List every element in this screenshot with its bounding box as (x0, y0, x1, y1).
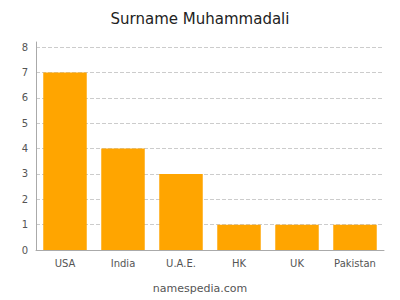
svg-text:namespedia.com: namespedia.com (153, 282, 247, 295)
svg-text:Surname Muhammadali: Surname Muhammadali (111, 10, 290, 28)
svg-text:U.A.E.: U.A.E. (166, 258, 196, 269)
svg-text:4: 4 (22, 143, 28, 154)
svg-text:2: 2 (22, 194, 28, 205)
svg-text:HK: HK (232, 258, 247, 269)
svg-text:5: 5 (22, 118, 28, 129)
svg-text:USA: USA (55, 258, 76, 269)
svg-text:UK: UK (290, 258, 304, 269)
svg-text:8: 8 (22, 42, 28, 53)
svg-text:3: 3 (22, 168, 28, 179)
svg-text:0: 0 (22, 245, 28, 256)
svg-text:1: 1 (22, 219, 28, 230)
svg-text:India: India (111, 258, 136, 269)
svg-text:Pakistan: Pakistan (334, 258, 376, 269)
svg-text:7: 7 (22, 67, 28, 78)
svg-text:6: 6 (22, 92, 28, 103)
